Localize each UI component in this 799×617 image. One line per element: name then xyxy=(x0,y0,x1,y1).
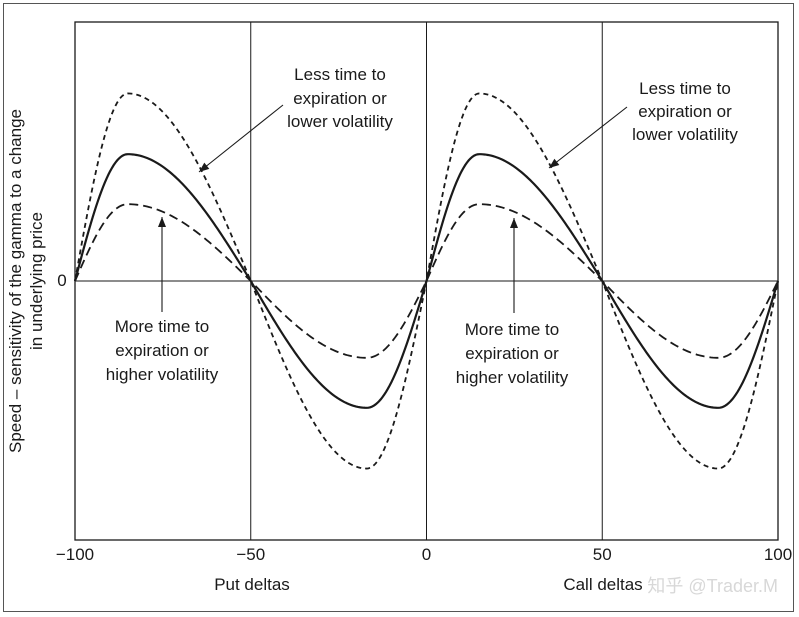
annotation-more-right-line-3: higher volatility xyxy=(456,368,569,387)
annotation-more-left-line-1: More time to xyxy=(115,317,209,336)
annotation-less-right-line-2: expiration or xyxy=(638,102,732,121)
annotation-arrows xyxy=(158,104,628,313)
x-axis-label-call: Call deltas xyxy=(563,575,642,594)
annotation-less-left-line-2: expiration or xyxy=(293,89,387,108)
y-axis-label-line-2: in underlying price xyxy=(27,212,46,350)
x-tick-label-1: −50 xyxy=(236,545,265,564)
x-tick-label-3: 50 xyxy=(593,545,612,564)
arrow-less-left-shaft xyxy=(198,104,284,173)
arrow-less-right-head xyxy=(549,158,560,168)
series-line-2 xyxy=(74,203,779,359)
x-tick-label-0: −100 xyxy=(56,545,94,564)
annotation-less-left-line-3: lower volatility xyxy=(287,112,393,131)
y-axis-label-line-1: Speed – sensitivity of the gamma to a ch… xyxy=(6,109,25,453)
series-line-1 xyxy=(73,153,780,409)
arrow-more-right-head xyxy=(510,218,518,228)
annotation-more-right-line-2: expiration or xyxy=(465,344,559,363)
annotation-less-left-line-1: Less time to xyxy=(294,65,386,84)
arrow-more-left-head xyxy=(158,217,166,227)
figure-frame xyxy=(3,3,794,612)
watermark: 知乎 @Trader.M xyxy=(647,576,778,596)
x-tick-label-2: 0 xyxy=(422,545,431,564)
curves xyxy=(73,92,780,470)
annotation-less-right-line-1: Less time to xyxy=(639,79,731,98)
x-tick-label-4: 100 xyxy=(764,545,792,564)
arrow-less-right-shaft xyxy=(548,106,628,169)
annotation-more-right-line-1: More time to xyxy=(465,320,559,339)
annotation-more-left-line-3: higher volatility xyxy=(106,365,219,384)
y-tick-label-0: 0 xyxy=(57,271,66,290)
arrow-less-left-head xyxy=(199,162,210,172)
annotation-less-right-line-3: lower volatility xyxy=(632,125,738,144)
annotation-more-left-line-2: expiration or xyxy=(115,341,209,360)
x-axis-label-put: Put deltas xyxy=(214,575,290,594)
